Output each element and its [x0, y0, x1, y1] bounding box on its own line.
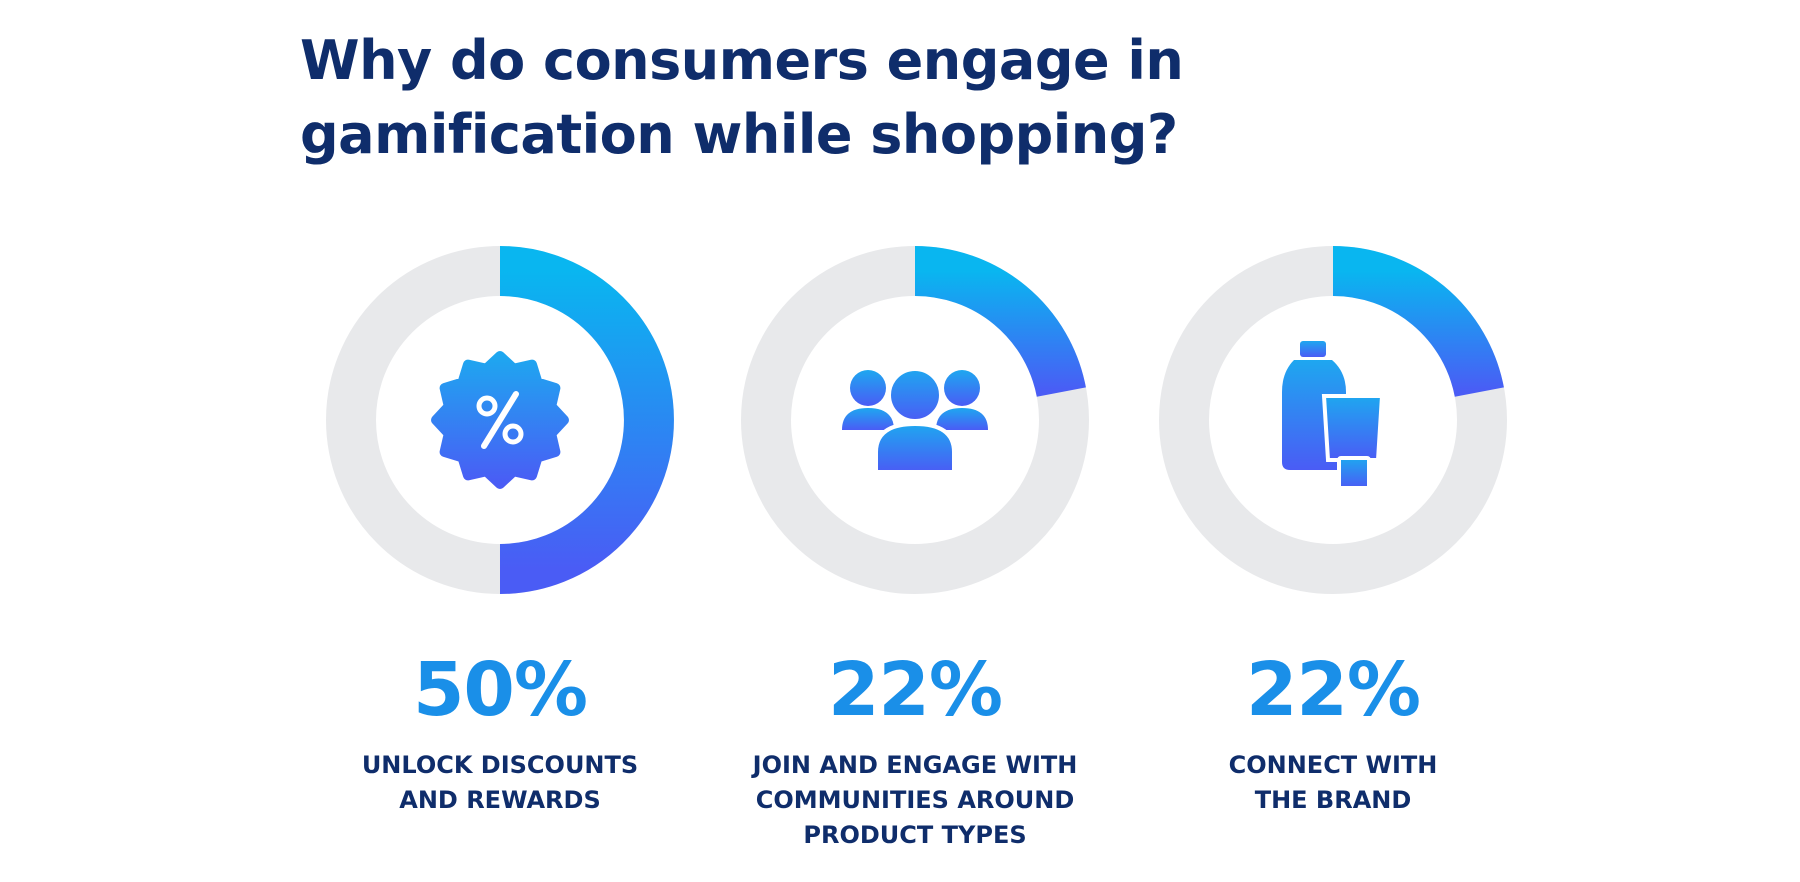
- discount-badge-icon: [431, 351, 569, 489]
- donut-value-arc: [914, 246, 1086, 398]
- stat-label-line: CONNECT WITH: [1228, 751, 1438, 779]
- chart-title: Why do consumers engage in gamification …: [300, 24, 1300, 172]
- stat-value: 50%: [412, 647, 588, 733]
- stat-label-line: AND REWARDS: [399, 786, 601, 814]
- stat-label: UNLOCK DISCOUNTS AND REWARDS: [290, 748, 710, 818]
- stat-label: CONNECT WITH THE BRAND: [1123, 748, 1543, 818]
- stat-label-line: PRODUCT TYPES: [803, 821, 1027, 849]
- percent-dot: [476, 395, 498, 417]
- donut-value-arc: [499, 246, 674, 594]
- title-line-2: gamification while shopping?: [300, 103, 1178, 166]
- stat-1: 50% UNLOCK DISCOUNTS AND REWARDS: [290, 650, 710, 818]
- stat-value: 22%: [827, 647, 1003, 733]
- stat-2: 22% JOIN AND ENGAGE WITH COMMUNITIES ARO…: [705, 650, 1125, 853]
- title-line-1: Why do consumers engage in: [300, 29, 1184, 92]
- stat-label-line: COMMUNITIES AROUND: [755, 786, 1075, 814]
- stat-label-line: JOIN AND ENGAGE WITH: [752, 751, 1078, 779]
- stat-value: 22%: [1245, 647, 1421, 733]
- percent-slash: [481, 391, 519, 449]
- people-group-icon: [842, 367, 988, 474]
- stat-label-line: UNLOCK DISCOUNTS: [361, 751, 639, 779]
- percent-dot: [502, 423, 524, 445]
- donut-value-arc: [1332, 246, 1504, 398]
- stat-label-line: THE BRAND: [1254, 786, 1412, 814]
- product-bottles-icon: [1282, 341, 1385, 490]
- donut-layer: [326, 246, 1507, 594]
- stat-3: 22% CONNECT WITH THE BRAND: [1123, 650, 1543, 818]
- stat-label: JOIN AND ENGAGE WITH COMMUNITIES AROUND …: [705, 748, 1125, 853]
